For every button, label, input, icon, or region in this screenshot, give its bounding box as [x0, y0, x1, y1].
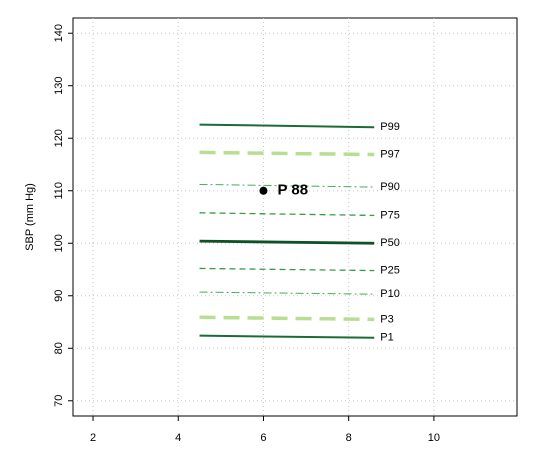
- x-tick-label: 4: [175, 432, 181, 444]
- line-label: P99: [380, 121, 400, 133]
- percentile-line: [199, 150, 375, 157]
- percentile-line: [199, 291, 375, 295]
- line-label: P50: [380, 237, 400, 249]
- line-label: P10: [380, 288, 400, 300]
- line-label: P75: [380, 209, 400, 221]
- y-tick-label: 70: [53, 395, 65, 407]
- line-label: P97: [380, 148, 400, 160]
- line-label: P25: [380, 264, 400, 276]
- y-tick-label: 80: [53, 342, 65, 354]
- y-tick-label: 140: [53, 24, 65, 42]
- percentile-line: [199, 315, 375, 322]
- line-label: P3: [380, 313, 393, 325]
- percentile-line: [199, 334, 375, 339]
- y-tick-label: 90: [53, 290, 65, 302]
- percentile-line: [199, 183, 375, 188]
- x-tick-label: 2: [90, 432, 96, 444]
- percentile-line: [199, 267, 375, 272]
- y-tick-label: 100: [53, 234, 65, 252]
- y-tick-label: 120: [53, 129, 65, 147]
- percentile-line: [199, 212, 375, 217]
- line-label: P90: [380, 181, 400, 193]
- y-axis-label: SBP (mm Hg): [24, 183, 36, 251]
- y-tick-label: 130: [53, 77, 65, 95]
- y-tick-label: 110: [53, 182, 65, 200]
- x-tick-label: 8: [346, 432, 352, 444]
- x-tick-label: 10: [428, 432, 440, 444]
- percentile-line: [199, 239, 375, 245]
- point-label: P 88: [277, 182, 308, 199]
- percentile-line: [199, 123, 375, 129]
- line-label: P1: [380, 332, 393, 344]
- x-tick-label: 6: [260, 432, 266, 444]
- plot-frame: [72, 17, 518, 417]
- patient-point: [259, 186, 268, 195]
